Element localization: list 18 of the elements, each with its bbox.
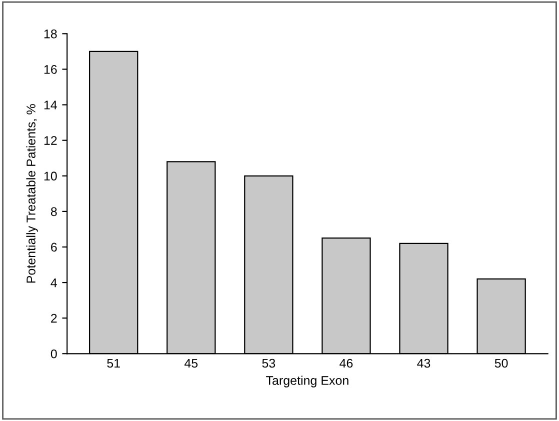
x-tick-label: 51 (107, 358, 120, 368)
x-tick-label: 46 (340, 358, 353, 368)
x-tick-label: 50 (494, 358, 508, 368)
y-tick-label: 10 (44, 172, 57, 181)
y-tick-label: 14 (44, 100, 57, 110)
x-tick-label: 53 (262, 358, 276, 368)
y-tick-label: 8 (50, 207, 57, 216)
y-tick-label: 12 (44, 136, 57, 145)
x-axis-title: Targeting Exon (266, 376, 348, 388)
y-tick-label: 16 (44, 65, 57, 74)
y-tick-label: 0 (50, 349, 57, 358)
x-tick-label: 43 (417, 358, 430, 368)
y-tick-label: 6 (51, 242, 57, 252)
x-tick-label: 45 (184, 358, 198, 368)
y-tick-label: 18 (44, 29, 57, 38)
y-tick-label: 4 (50, 278, 57, 288)
y-axis-title: Potentially Treatable Patients, % (26, 104, 38, 283)
y-tick-label: 2 (51, 314, 57, 323)
